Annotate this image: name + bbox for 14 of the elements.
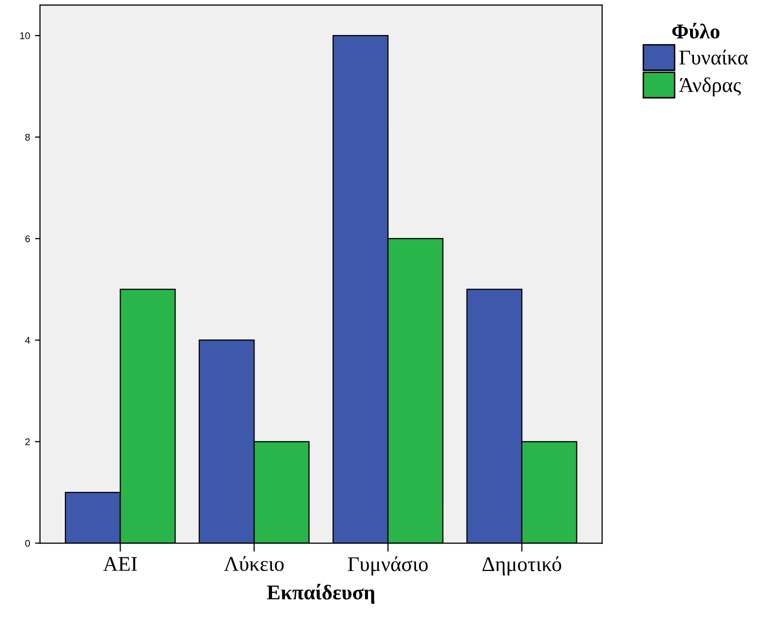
legend-label: Άνδρας <box>678 77 741 96</box>
y-tick-label: 8 <box>25 134 30 141</box>
y-tick-label: 6 <box>25 235 30 242</box>
legend-label: Γυναίκα <box>679 50 748 65</box>
x-tick-label: Δημοτικό <box>482 556 562 576</box>
x-tick-label: Γυμνάσιο <box>348 556 428 576</box>
y-tick-label: 4 <box>25 336 30 344</box>
x-axis-title: Εκπαίδευση <box>267 584 374 604</box>
y-tick-label: 0 <box>25 540 30 547</box>
legend-title: Φύλο <box>672 22 720 39</box>
x-tick-label: ΑΕΙ <box>103 557 137 571</box>
x-tick-label: Λύκειο <box>224 556 284 572</box>
y-tick-label: 2 <box>25 438 30 446</box>
y-tick-label: 10 <box>20 32 30 40</box>
